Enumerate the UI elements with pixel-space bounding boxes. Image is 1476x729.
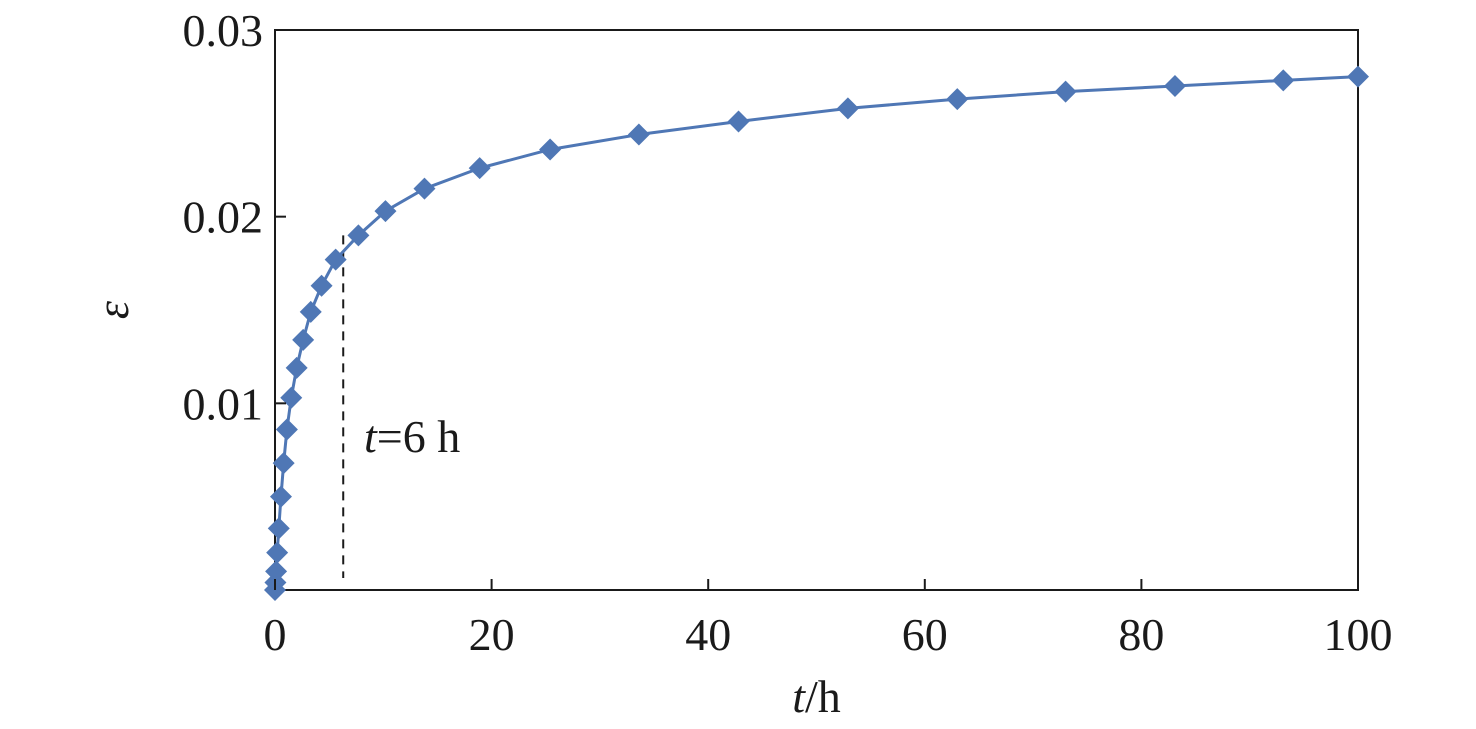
- data-point: [272, 452, 295, 475]
- data-point: [374, 200, 397, 223]
- data-point: [347, 224, 370, 247]
- data-point: [269, 485, 292, 508]
- series-line-group: [273, 75, 1359, 591]
- data-point: [265, 560, 288, 583]
- data-point: [468, 157, 491, 180]
- data-point: [539, 138, 562, 161]
- data-point: [267, 517, 290, 540]
- x-axis-title: t/h: [792, 671, 841, 722]
- data-point: [836, 97, 859, 120]
- series-markers: [264, 65, 1369, 601]
- data-point: [285, 356, 308, 379]
- data-point: [1347, 65, 1369, 88]
- y-tick-label: 0.03: [183, 5, 264, 56]
- annotation-text: =6 h: [377, 411, 460, 462]
- x-tick-label: 100: [1324, 609, 1393, 660]
- series-line: [273, 75, 1359, 591]
- data-point: [946, 88, 969, 111]
- x-tick-label: 60: [902, 609, 948, 660]
- data-point: [280, 386, 303, 409]
- data-point: [627, 123, 650, 146]
- y-tick-label: 0.02: [183, 192, 264, 243]
- x-tick-label: 0: [264, 609, 287, 660]
- data-point: [324, 248, 347, 271]
- data-point: [299, 300, 322, 323]
- data-point: [727, 110, 750, 133]
- data-point: [266, 541, 289, 564]
- plot-area: [274, 29, 1359, 591]
- y-tick-label: 0.01: [183, 378, 264, 429]
- data-point: [1272, 69, 1295, 92]
- data-point: [1054, 80, 1077, 103]
- x-axis-title-var: t: [792, 671, 806, 722]
- data-point: [275, 418, 298, 441]
- data-point: [1163, 75, 1186, 97]
- annotation-var: t: [364, 411, 378, 462]
- x-tick-label: 80: [1118, 609, 1164, 660]
- data-point: [292, 328, 315, 351]
- x-axis-ticks: 0 20 40 60 80 100: [264, 579, 1393, 660]
- plot-frame: [274, 29, 1359, 591]
- y-axis-title: ε: [87, 300, 138, 319]
- x-tick-label: 40: [685, 609, 731, 660]
- data-point: [310, 274, 333, 297]
- annotation-label: t=6 h: [364, 411, 460, 462]
- data-point: [413, 177, 436, 200]
- x-tick-label: 20: [469, 609, 515, 660]
- x-axis-title-unit: /h: [805, 671, 841, 722]
- y-axis-ticks: 0.01 0.02 0.03: [183, 5, 286, 429]
